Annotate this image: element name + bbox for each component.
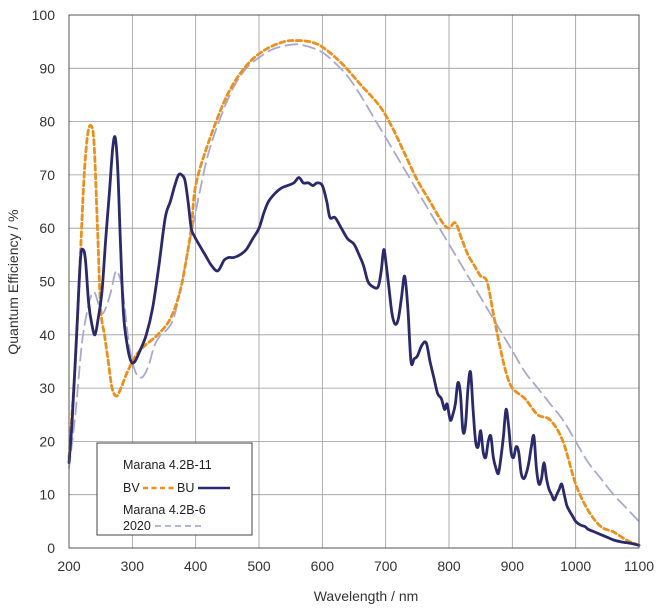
legend: Marana 4.2B-11 BV BU Marana 4.2B-6 2020 [96,442,253,536]
y-tick-label: 30 [39,380,55,396]
y-tick-label: 100 [32,7,56,23]
y-axis-title: Quantum Efficiency / % [5,209,21,354]
y-tick-label: 90 [39,60,55,76]
y-tick-label: 50 [39,274,55,290]
x-tick-label: 600 [311,558,335,574]
legend-group1-title: Marana 4.2B-11 [123,458,212,472]
plot-frame [68,14,640,549]
series-line-2020 [68,43,640,523]
x-ticks: 200 300 400 500 600 700 800 900 1000 1100 [57,558,654,574]
legend-label-2020: 2020 [123,519,151,533]
x-tick-label: 800 [437,558,461,574]
series-line-bu [67,135,641,547]
x-tick-label: 900 [501,558,525,574]
x-tick-label: 300 [121,558,145,574]
y-tick-label: 60 [39,220,55,236]
y-tick-label: 40 [39,327,55,343]
x-tick-label: 200 [57,558,81,574]
legend-label-bv: BV [123,481,140,495]
y-ticks: 0 10 20 30 40 50 60 70 80 90 100 [32,7,56,556]
series-line-bv [67,39,641,547]
legend-box [96,442,253,536]
y-tick-label: 0 [47,540,55,556]
x-tick-label: 1000 [560,558,591,574]
x-tick-label: 700 [374,558,398,574]
y-tick-label: 10 [39,487,55,503]
y-tick-label: 70 [39,167,55,183]
y-tick-label: 80 [39,114,55,130]
series-layer [67,39,641,547]
legend-group2-title: Marana 4.2B-6 [123,503,206,517]
x-axis-title: Wavelength / nm [314,588,419,604]
y-tick-label: 20 [39,433,55,449]
x-tick-label: 400 [184,558,208,574]
x-tick-label: 500 [247,558,271,574]
x-tick-label: 1100 [624,558,654,574]
legend-label-bu: BU [177,481,194,495]
